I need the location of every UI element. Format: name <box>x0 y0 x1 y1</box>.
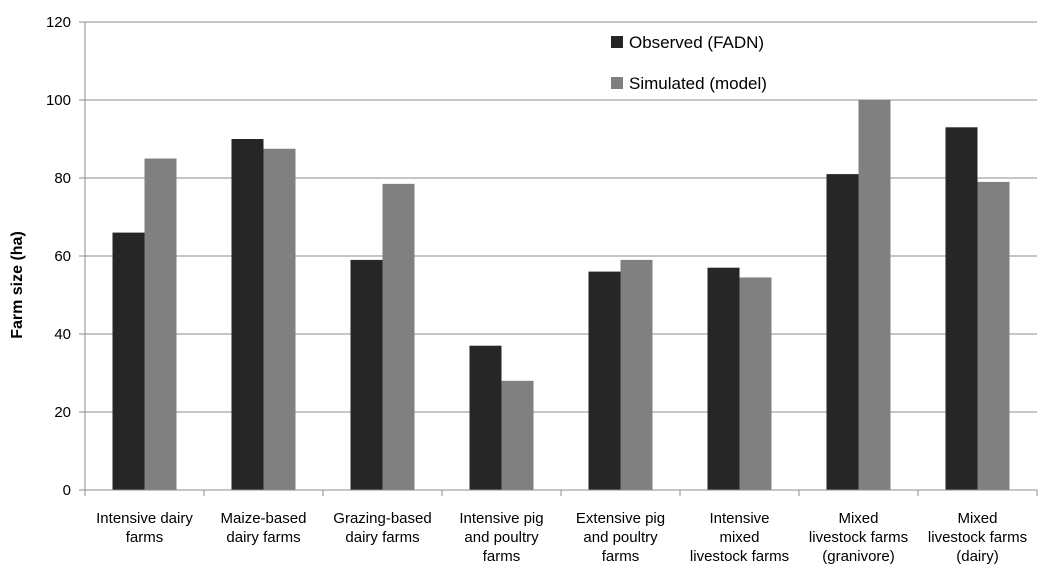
bar-simulated <box>620 259 653 490</box>
bar-simulated <box>501 380 534 490</box>
x-category-label: mixed <box>719 529 759 546</box>
x-category-label: livestock farms <box>928 529 1027 546</box>
legend-swatch <box>611 77 623 89</box>
legend-label: Observed (FADN) <box>629 33 764 52</box>
bar-simulated <box>263 148 296 490</box>
legend-label: Simulated (model) <box>629 74 767 93</box>
x-category-label: (granivore) <box>822 548 895 565</box>
x-category-label: farms <box>126 529 164 546</box>
y-tick-label: 60 <box>54 248 71 265</box>
bar-simulated <box>739 277 772 490</box>
x-category-label: Intensive dairy <box>96 510 193 527</box>
y-axis-title: Farm size (ha) <box>9 231 26 339</box>
y-tick-label: 0 <box>63 482 71 499</box>
x-category-label: Intensive pig <box>459 510 543 527</box>
x-category-label: Intensive <box>709 510 769 527</box>
y-tick-labels: 0 20 40 60 80 100 120 <box>46 14 85 499</box>
bar-simulated <box>144 158 177 490</box>
bar-observed <box>588 271 621 490</box>
y-tick-label: 80 <box>54 170 71 187</box>
x-category-labels: Intensive dairy farms Maize-based dairy far… <box>96 510 1027 565</box>
y-tick-label: 20 <box>54 404 71 421</box>
x-category-label: livestock farms <box>809 529 908 546</box>
x-category-label: and poultry <box>464 529 539 546</box>
bars <box>112 100 1010 491</box>
x-category-label: farms <box>483 548 521 565</box>
bar-observed <box>826 174 859 490</box>
axes <box>84 22 1038 496</box>
bar-simulated <box>977 181 1010 490</box>
bar-observed <box>231 139 264 490</box>
y-tick-label: 120 <box>46 14 71 31</box>
x-category-label: dairy farms <box>345 529 419 546</box>
bar-simulated <box>382 183 415 490</box>
bar-observed <box>469 345 502 490</box>
bar-observed <box>112 232 145 490</box>
x-category-label: Extensive pig <box>576 510 665 527</box>
x-category-label: (dairy) <box>956 548 999 565</box>
y-tick-label: 100 <box>46 92 71 109</box>
x-category-label: Mixed <box>957 510 997 527</box>
y-tick-label: 40 <box>54 326 71 343</box>
x-category-label: Grazing-based <box>333 510 431 527</box>
bar-observed <box>707 267 740 490</box>
bar-observed <box>945 127 978 491</box>
x-category-label: Mixed <box>838 510 878 527</box>
x-category-label: Maize-based <box>221 510 307 527</box>
x-category-label: and poultry <box>583 529 658 546</box>
legend-swatch <box>611 36 623 48</box>
bar-observed <box>350 259 383 490</box>
x-category-label: farms <box>602 548 640 565</box>
x-category-label: livestock farms <box>690 548 789 565</box>
legend: Observed (FADN) Simulated (model) <box>611 33 767 93</box>
bar-simulated <box>858 100 891 490</box>
x-category-label: dairy farms <box>226 529 300 546</box>
grid-lines <box>85 21 1037 413</box>
